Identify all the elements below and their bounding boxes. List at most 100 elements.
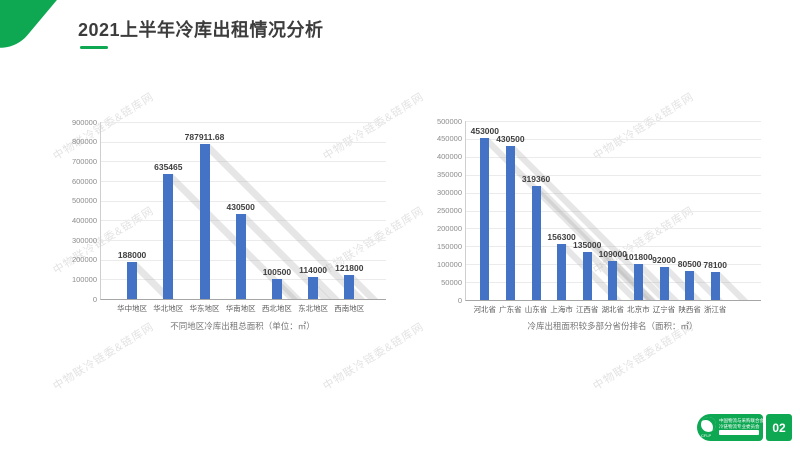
- bar: [271, 279, 282, 299]
- bar: [582, 251, 592, 300]
- gridline: [101, 141, 386, 143]
- y-tick-label: 250000: [436, 206, 462, 215]
- chart-provinces-plot: 0 50000 100000 150000 200000 250000 300000 3500…: [437, 117, 761, 314]
- x-category-label: 华东地区: [189, 304, 220, 313]
- x-category-label: 浙江省: [703, 305, 727, 314]
- x-category-label: 华南地区: [225, 304, 256, 313]
- page-number-badge: 02: [766, 414, 792, 441]
- bar: [480, 137, 490, 300]
- footer-logo-badge: 中国物流与采购联合会 冷链物流专业委员会 CFLP: [697, 414, 764, 441]
- y-tick-label: 0: [92, 294, 97, 304]
- bar-value-label: 635465: [154, 162, 183, 173]
- bar: [308, 276, 319, 299]
- x-category-label: 上海市: [550, 305, 573, 314]
- org-logo-icon: [701, 417, 716, 432]
- gridline: [101, 122, 386, 123]
- bar-value-label: 109000: [598, 248, 627, 259]
- bar-value-label: 188000: [117, 250, 147, 261]
- bar: [633, 263, 643, 300]
- gridline: [466, 138, 761, 140]
- gridline: [466, 121, 761, 122]
- gridline: [466, 156, 761, 158]
- bar-value-label: 80500: [677, 259, 702, 270]
- x-category-label: 东北地区: [298, 304, 329, 313]
- bar-value-label: 92000: [652, 255, 676, 266]
- chart-provinces-caption: 冷库出租面积较多部分省份排名（面积：㎡）: [527, 321, 698, 331]
- gridline: [101, 200, 386, 202]
- org-name-line1: 中国物流与采购联合会: [719, 418, 764, 423]
- gridline: [101, 181, 386, 182]
- bar: [685, 271, 695, 300]
- y-tick-label: 400000: [436, 152, 462, 162]
- bar: [199, 144, 210, 299]
- bar: [659, 267, 669, 300]
- bar: [608, 260, 618, 300]
- bar-value-label: 100500: [262, 267, 292, 278]
- bar-value-label: 453000: [470, 125, 499, 136]
- y-tick-label: 800000: [71, 137, 97, 147]
- gridline: [466, 228, 761, 230]
- bar: [163, 174, 174, 299]
- y-tick-label: 900000: [71, 117, 97, 127]
- gridline: [466, 210, 761, 212]
- page-title: 2021上半年冷库出租情况分析: [78, 20, 324, 40]
- y-tick-label: 50000: [441, 277, 462, 287]
- bar-value-label: 135000: [573, 239, 602, 250]
- bar-value-label: 430500: [226, 202, 255, 213]
- x-category-label: 华中地区: [117, 304, 148, 313]
- bar-value-label: 114000: [299, 264, 328, 275]
- bar-value-label: 121800: [335, 263, 364, 274]
- y-tick-label: 200000: [436, 223, 462, 233]
- bar: [344, 275, 355, 299]
- y-tick-label: 500000: [436, 116, 462, 126]
- bar: [710, 272, 720, 300]
- bar: [505, 145, 515, 300]
- y-tick-label: 0: [457, 295, 462, 305]
- bar-value-label: 156300: [547, 232, 576, 243]
- gridline: [101, 161, 386, 163]
- x-category-label: 西南地区: [334, 304, 365, 313]
- x-category-label: 江西省: [575, 305, 599, 314]
- bar-value-label: 787911.68: [184, 132, 225, 143]
- bar: [531, 185, 541, 300]
- x-category-label: 河北省: [473, 305, 497, 314]
- org-abbreviation: CFLP: [701, 433, 712, 438]
- gridline: [466, 246, 761, 248]
- y-tick-label: 300000: [71, 235, 97, 245]
- y-tick-label: 100000: [71, 274, 97, 284]
- y-tick-label: 400000: [71, 215, 97, 225]
- x-category-label: 辽宁省: [652, 305, 676, 314]
- y-tick-label: 350000: [436, 170, 462, 180]
- y-tick-label: 600000: [71, 176, 97, 186]
- green-corner-decoration: [0, 0, 79, 63]
- y-tick-label: 500000: [71, 196, 97, 206]
- x-category-label: 西北地区: [261, 304, 292, 313]
- y-tick-label: 300000: [436, 188, 462, 198]
- y-tick-label: 700000: [71, 156, 97, 166]
- y-tick-label: 200000: [71, 255, 97, 265]
- org-name-strip: [719, 430, 759, 435]
- x-category-label: 山东省: [524, 305, 548, 314]
- org-name-line2: 冷链物流专业委员会: [719, 423, 760, 429]
- bar-value-label: 78100: [703, 260, 727, 271]
- bar: [235, 214, 246, 299]
- chart-regions-plot: 0 100000 200000 300000 400000 500000 600000 700…: [72, 118, 386, 313]
- chart-regions-caption: 不同地区冷库出租总面积（单位：㎡）: [170, 321, 315, 331]
- y-tick-label: 450000: [436, 134, 462, 144]
- bar: [127, 262, 138, 299]
- title-underline: [80, 46, 108, 49]
- x-category-label: 湖北省: [601, 305, 625, 314]
- bar-value-label: 101800: [624, 251, 653, 262]
- x-category-label: 广东省: [499, 305, 522, 314]
- page-number: 02: [772, 420, 786, 435]
- org-name: 中国物流与采购联合会 冷链物流专业委员会: [719, 418, 764, 429]
- x-category-label: 北京市: [627, 305, 650, 314]
- y-tick-label: 150000: [436, 241, 462, 251]
- gridline: [466, 192, 761, 194]
- bar: [557, 244, 567, 300]
- bar-value-label: 430500: [496, 133, 525, 144]
- x-category-label: 陕西省: [678, 305, 701, 314]
- bar-value-label: 319360: [521, 173, 551, 184]
- x-category-label: 华北地区: [153, 304, 184, 313]
